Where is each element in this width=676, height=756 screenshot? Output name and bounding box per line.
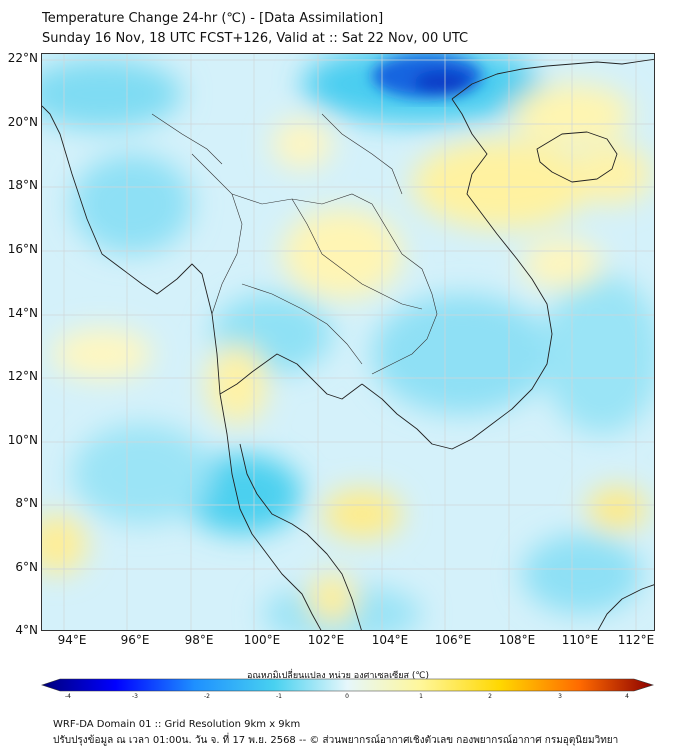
- lat-label: 16°N: [4, 242, 38, 256]
- lat-label: 20°N: [4, 115, 38, 129]
- colorbar-tick: 1: [413, 693, 429, 700]
- lat-label: 6°N: [4, 560, 38, 574]
- lat-label: 4°N: [4, 623, 38, 637]
- colorbar-tick: 0: [339, 693, 355, 700]
- lon-label: 106°E: [433, 633, 473, 647]
- colorbar-tick: 4: [619, 693, 635, 700]
- lon-label: 100°E: [242, 633, 282, 647]
- footer-model-info: WRF-DA Domain 01 :: Grid Resolution 9km …: [53, 719, 300, 730]
- lon-label: 112°E: [616, 633, 656, 647]
- colorbar-tick: -4: [60, 693, 76, 700]
- map-panel[interactable]: [41, 53, 655, 631]
- colorbar-tick: -3: [127, 693, 143, 700]
- lon-label: 110°E: [560, 633, 600, 647]
- lat-label: 12°N: [4, 369, 38, 383]
- map-title: Temperature Change 24-hr (℃) - [Data Ass…: [42, 11, 383, 26]
- strong-cooling-core: [372, 54, 482, 98]
- lon-label: 94°E: [52, 633, 92, 647]
- colorbar-tick: 2: [482, 693, 498, 700]
- temperature-field: [42, 54, 655, 631]
- colorbar: [0, 678, 676, 694]
- colorbar-ramp: [42, 679, 653, 691]
- lat-label: 14°N: [4, 306, 38, 320]
- colorbar-tick: 3: [552, 693, 568, 700]
- map-subtitle: Sunday 16 Nov, 18 UTC FCST+126, Valid at…: [42, 31, 468, 46]
- lat-label: 18°N: [4, 178, 38, 192]
- lon-label: 98°E: [179, 633, 219, 647]
- footer-credit: ปรับปรุงข้อมูล ณ เวลา 01:00น. วัน จ. ที่…: [53, 733, 618, 748]
- lat-label: 8°N: [4, 496, 38, 510]
- lat-label: 22°N: [4, 51, 38, 65]
- lon-label: 104°E: [370, 633, 410, 647]
- lon-label: 96°E: [115, 633, 155, 647]
- colorbar-tick: -2: [199, 693, 215, 700]
- lon-label: 108°E: [497, 633, 537, 647]
- colorbar-tick: -1: [271, 693, 287, 700]
- lon-label: 102°E: [306, 633, 346, 647]
- lat-label: 10°N: [4, 433, 38, 447]
